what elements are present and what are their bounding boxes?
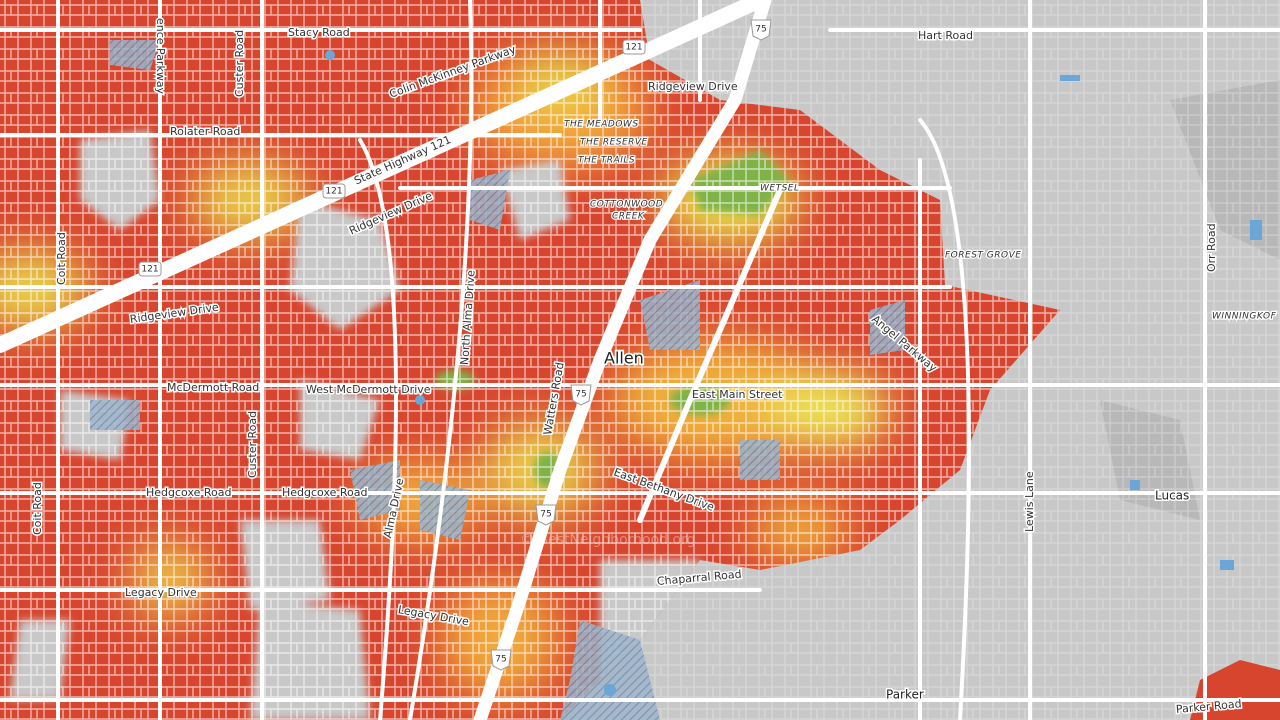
- shield-label: 75: [540, 510, 551, 520]
- neighborhood-label: WINNINGKOF: [1212, 312, 1277, 322]
- neighborhood-label: FOREST GROVE: [945, 251, 1021, 261]
- road-label: Rolater Road: [170, 125, 240, 138]
- parks: [90, 40, 905, 720]
- road-label: Hart Road: [918, 29, 973, 42]
- place-label: Parker: [886, 688, 924, 702]
- shield: 75: [535, 504, 557, 526]
- shield-label: 121: [325, 187, 342, 197]
- neighborhood-label: COTTONWOOD: [590, 200, 663, 210]
- road-label: Custer Road: [233, 30, 246, 97]
- road-label: McDermott Road: [167, 381, 259, 394]
- shield-label: 75: [495, 655, 506, 665]
- water: [325, 50, 1262, 696]
- road-label: ence Parkway: [154, 18, 167, 95]
- road-label: Coit Road: [55, 232, 68, 285]
- road-label: Legacy Drive: [125, 586, 197, 599]
- road-label: Orr Road: [1205, 223, 1218, 272]
- shield: 75: [490, 649, 512, 671]
- neighborhood-label: WETSEL: [760, 184, 800, 194]
- neighborhood-label: THE RESERVE: [580, 138, 648, 148]
- city-label: Allen: [604, 349, 644, 368]
- neighborhood-label: THE TRAILS: [578, 156, 635, 166]
- watermark: © BestNeighborhood.org: [520, 532, 695, 548]
- road-label: Lewis Lane: [1023, 471, 1036, 532]
- shield-label: 75: [575, 390, 586, 400]
- road-label: Custer Road: [246, 411, 259, 478]
- heat-patch: [1190, 660, 1280, 720]
- road-label: Coit Road: [31, 482, 44, 535]
- highway-shields: 121 121 121 75 75 75 75: [138, 19, 772, 671]
- road-label: Stacy Road: [288, 26, 350, 39]
- neighborhood-label: CREEK: [612, 212, 645, 222]
- shield-label: 75: [755, 25, 766, 35]
- shield: 121: [622, 39, 646, 55]
- shield: 121: [322, 183, 346, 199]
- shield-label: 121: [625, 43, 642, 53]
- road-label: Ridgeview Drive: [648, 80, 738, 93]
- road-label: East Main Street: [692, 388, 783, 401]
- road-label: Hedgcoxe Road: [282, 486, 367, 499]
- shield-label: 121: [141, 265, 158, 275]
- neighborhood-label: THE MEADOWS: [564, 120, 639, 130]
- road-label: Hedgcoxe Road: [146, 486, 231, 499]
- shield: 121: [138, 261, 162, 277]
- shield: 75: [570, 384, 592, 406]
- place-label: Lucas: [1155, 489, 1189, 503]
- shield: 75: [750, 19, 772, 41]
- road-label: West McDermott Drive: [306, 383, 431, 396]
